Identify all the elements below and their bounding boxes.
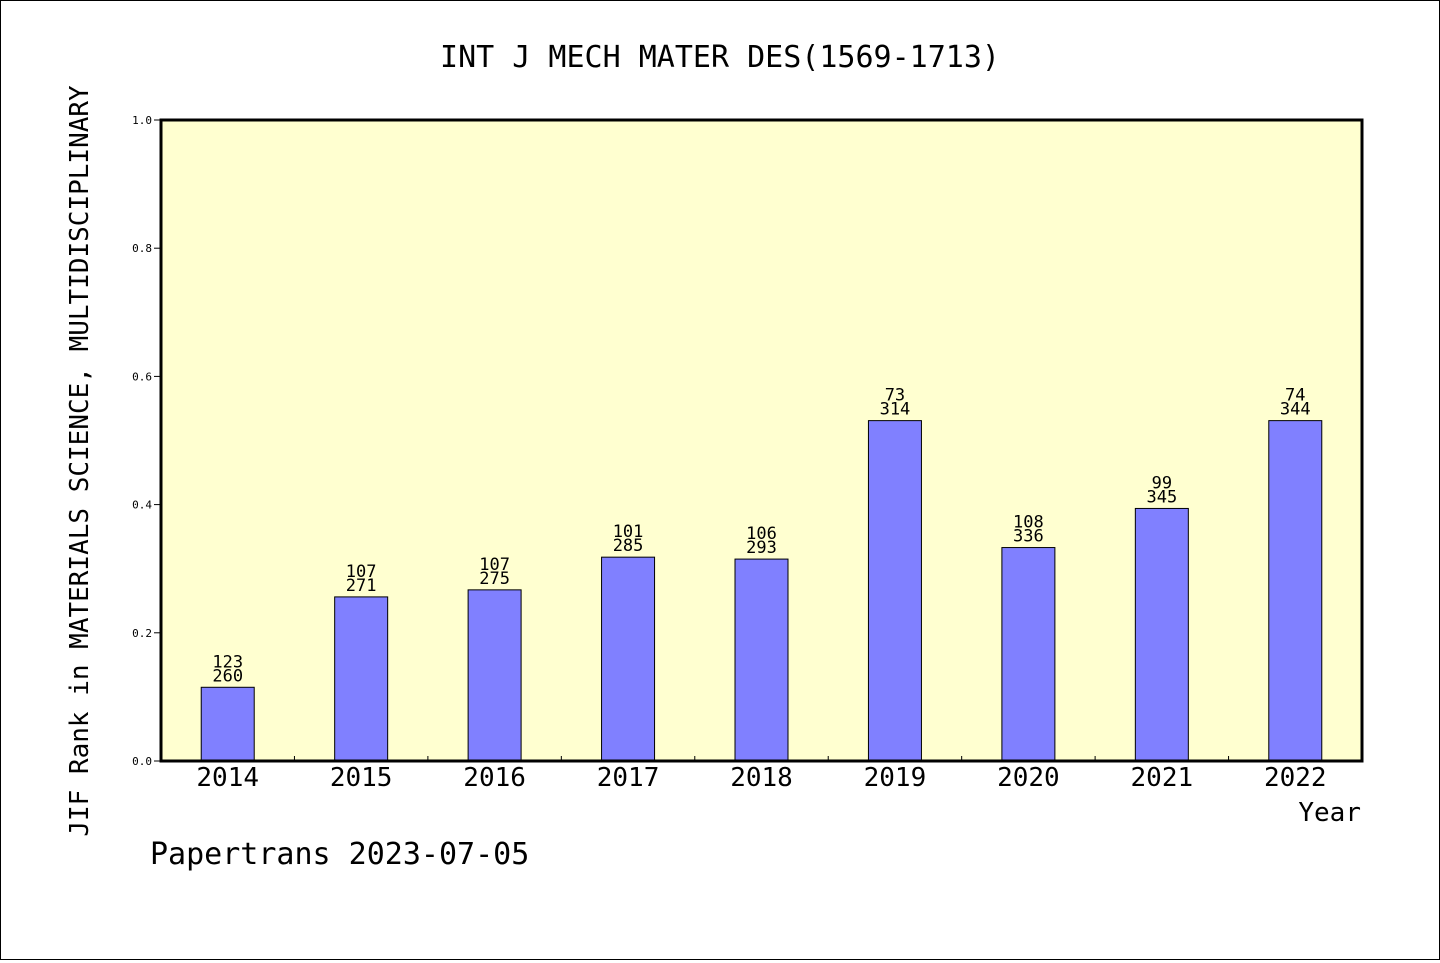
bar-total-label-2018: 293 <box>746 538 777 558</box>
x-tick-label-2015: 2015 <box>330 763 393 793</box>
x-tick-label-2022: 2022 <box>1264 763 1327 793</box>
bar-2014 <box>200 686 255 762</box>
bar-rank-label-2016: 107 <box>479 555 510 575</box>
bar-rank-label-2017: 101 <box>613 522 644 542</box>
bar-total-label-2015: 271 <box>346 576 377 596</box>
bar-rank-label-2020: 108 <box>1013 513 1044 533</box>
bar-total-label-2017: 285 <box>613 536 644 556</box>
x-tick-label-2016: 2016 <box>463 763 526 793</box>
y-axis-label: JIF Rank in MATERIALS SCIENCE, MULTIDISC… <box>65 85 95 837</box>
bar-rank-label-2019: 73 <box>885 386 905 406</box>
bar-2016 <box>467 589 522 762</box>
bar-rank-label-2021: 99 <box>1152 473 1172 493</box>
plot-border <box>159 118 1364 763</box>
footer-credit: Papertrans 2023-07-05 <box>150 837 529 872</box>
bar-2015 <box>334 596 389 762</box>
y-tick-label: 0.6 <box>132 370 152 383</box>
y-tick-label: 0.2 <box>132 627 152 640</box>
bar-rank-label-2015: 107 <box>346 562 377 582</box>
y-tick-label: 0.8 <box>132 242 152 255</box>
bars-layer <box>200 420 1323 762</box>
y-tick-label: 1.0 <box>132 114 152 127</box>
bar-rank-label-2014: 123 <box>212 652 243 672</box>
bar-2017 <box>601 556 656 762</box>
y-axis-ticks: 0.0 0.2 0.4 0.6 0.8 1.0 <box>132 114 161 768</box>
bar-total-label-2021: 345 <box>1146 487 1177 507</box>
x-tick-label-2021: 2021 <box>1131 763 1194 793</box>
bar-rank-label-2022: 74 <box>1285 386 1305 406</box>
x-tick-label-2017: 2017 <box>597 763 660 793</box>
bar-total-label-2014: 260 <box>212 666 243 686</box>
y-tick-label: 0.0 <box>132 755 152 768</box>
x-tick-label-2014: 2014 <box>196 763 259 793</box>
bar-total-label-2022: 344 <box>1280 400 1311 420</box>
bar-2022 <box>1268 420 1323 762</box>
x-axis-ticks: 2014 2015 2016 2017 2018 2019 2020 2021 2022 <box>196 756 1327 793</box>
bar-2021 <box>1134 507 1189 762</box>
bar-total-label-2019: 314 <box>880 400 911 420</box>
y-tick-label: 0.4 <box>132 499 152 512</box>
x-axis-label: Year <box>1298 798 1361 828</box>
x-tick-label-2019: 2019 <box>864 763 927 793</box>
bar-2019 <box>867 420 922 762</box>
bar-total-label-2016: 275 <box>479 569 510 589</box>
bar-2018 <box>734 558 789 762</box>
bar-labels-layer: 1232601072711072751012851062937331410833… <box>212 386 1310 687</box>
chart-title: INT J MECH MATER DES(1569-1713) <box>440 40 1000 75</box>
bar-2020 <box>1001 547 1056 762</box>
x-tick-label-2018: 2018 <box>730 763 793 793</box>
bar-total-label-2020: 336 <box>1013 527 1044 547</box>
x-tick-label-2020: 2020 <box>997 763 1060 793</box>
bar-rank-label-2018: 106 <box>746 524 777 544</box>
